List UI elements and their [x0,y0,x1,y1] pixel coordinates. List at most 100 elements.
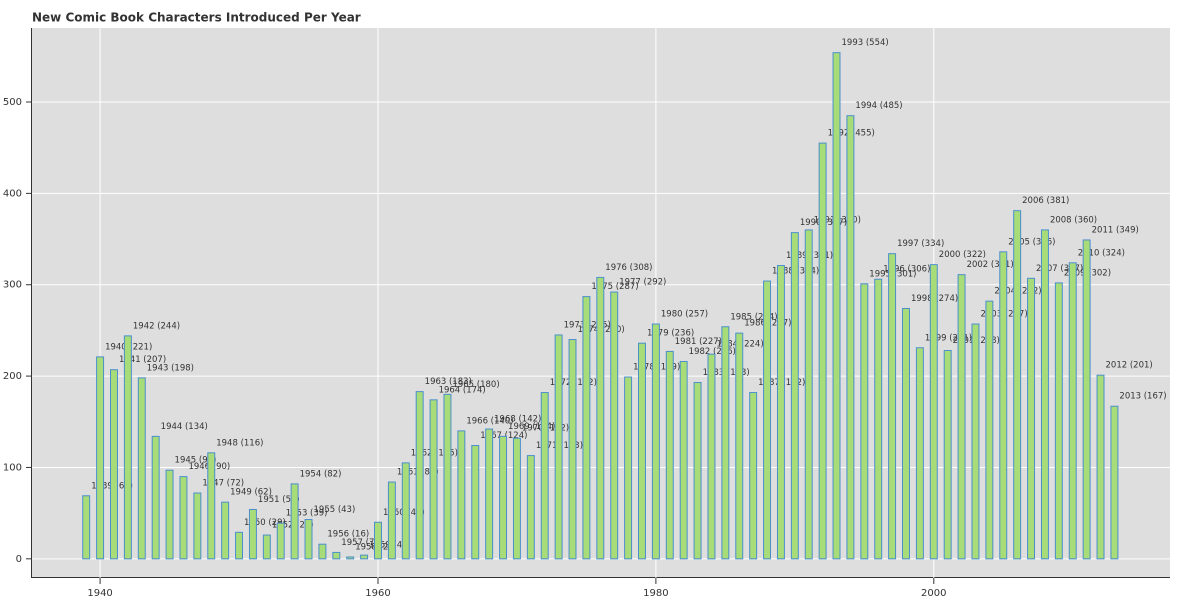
value-label: 1951 (54) [258,495,300,505]
bar [790,232,799,560]
value-label: 1985 (254) [730,312,777,322]
bar [415,391,424,560]
bar [554,334,563,560]
bar [96,356,105,560]
x-tick-label: 1940 [87,588,112,599]
x-tick-label: 1960 [365,588,390,599]
bar [860,283,869,560]
bar [693,381,702,560]
bar [985,300,994,560]
y-tick-label: 300 [3,280,22,291]
bar [999,251,1008,560]
value-label: 1966 (140) [466,416,513,426]
value-label: 1953 (39) [286,509,328,519]
bar [332,551,341,560]
bar [763,280,772,560]
bar [387,481,396,560]
value-label: 1958 (2) [355,542,391,552]
value-label: 1944 (134) [161,422,208,432]
bar [776,265,785,560]
bar [165,469,174,560]
value-label: 1954 (82) [300,469,342,479]
bar [832,52,841,560]
bar [1096,374,1105,560]
bar [485,428,494,560]
bar [471,445,480,560]
value-label: 2002 (311) [967,260,1014,270]
bar [290,483,299,560]
bar [457,430,466,560]
value-label: 1977 (292) [619,278,666,288]
value-label: 1949 (62) [230,488,272,498]
bar [374,521,382,560]
bar [540,392,549,560]
bar [651,323,660,560]
bar [318,543,327,560]
bar [1068,262,1077,560]
bar [721,326,730,560]
value-label: 1993 (554) [842,38,889,48]
bar [818,142,827,560]
value-label: 1947 (72) [202,479,244,489]
bar [401,462,410,560]
bar [1054,282,1063,560]
value-label: 2000 (322) [939,250,986,260]
value-label: 2007 (307) [1036,264,1083,274]
bar [443,393,452,560]
value-label: 1975 (287) [591,282,638,292]
value-label: 1979 (236) [647,329,694,339]
bar [276,522,285,560]
bar [429,399,438,560]
value-label: 1999 (231) [925,333,972,343]
value-label: 2011 (349) [1092,225,1139,235]
bar [735,332,744,560]
bar [957,274,966,560]
value-label: 2008 (360) [1050,215,1097,225]
bar [221,501,230,560]
value-label: 1980 (257) [661,310,708,320]
y-tick-label: 100 [3,462,22,473]
value-label: 1945 (97) [175,456,217,466]
bar [82,495,91,560]
value-label: 1941 (207) [119,355,166,365]
y-tick-label: 500 [3,97,22,108]
bar [749,392,758,560]
bar [943,350,952,560]
bar [151,435,160,560]
bar [304,519,313,560]
bar [110,369,118,560]
bar [193,492,202,560]
bar [707,353,716,560]
bar [610,291,619,560]
bar [665,350,674,560]
value-label: 1982 (216) [689,347,736,357]
value-label: 2012 (201) [1106,361,1153,371]
value-label: 2010 (324) [1078,248,1125,258]
bar [596,276,605,560]
bar [262,534,271,560]
bar [248,508,257,560]
bar [929,264,938,560]
bar [1040,229,1049,560]
value-label: 1948 (116) [216,438,263,448]
x-tick-label: 1980 [643,588,668,599]
value-label: 1957 (7) [341,538,377,548]
bar [526,455,535,560]
bar [902,307,910,560]
bar [1082,239,1091,560]
bar [804,229,813,560]
bar [512,437,521,560]
bar [207,452,216,560]
bar [874,278,883,560]
value-label: 1969 (134) [508,422,555,432]
y-tick-label: 400 [3,188,22,199]
bar [346,556,355,560]
x-tick-label: 2000 [921,588,946,599]
bar [179,476,188,560]
bar [846,115,855,560]
value-label: 1965 (180) [452,380,499,390]
value-label: 1942 (244) [133,321,180,331]
y-tick-label: 0 [16,554,22,565]
bar [499,435,508,560]
